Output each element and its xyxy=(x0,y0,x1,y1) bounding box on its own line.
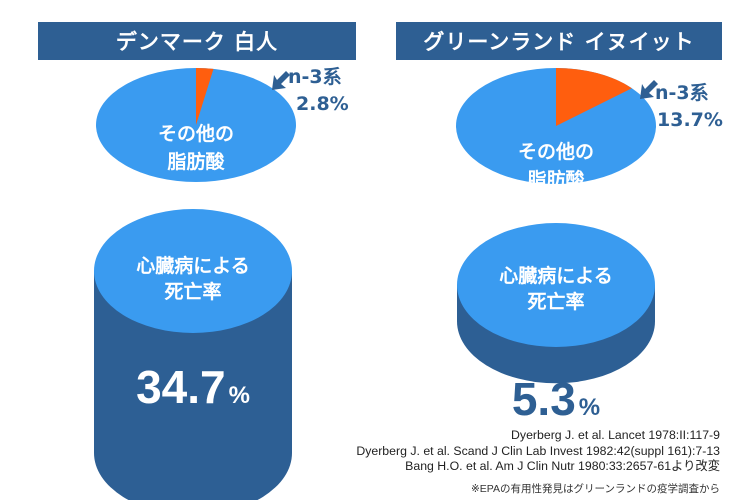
panel-title-greenland: グリーンランド イヌイット xyxy=(396,22,722,60)
slice-label-denmark-name: n-3系 xyxy=(288,66,342,88)
reference-line: Bang H.O. et al. Am J Clin Nutr 1980:33:… xyxy=(405,459,720,473)
references: Dyerberg J. et al. Lancet 1978:II:117-9 … xyxy=(356,428,720,475)
footnote: ※EPAの有用性発見はグリーンランドの疫学調査から xyxy=(470,483,720,495)
cylinder-greenland-top xyxy=(457,223,655,347)
value-denmark-unit: % xyxy=(229,382,250,409)
pie-greenland-n3-slice xyxy=(556,68,632,126)
callout-greenland: n-3系 13.7% xyxy=(640,80,723,131)
pie-denmark-label-line2: 脂肪酸 xyxy=(167,150,225,173)
pie-denmark-label-line1: その他の xyxy=(158,122,234,145)
panel-title-denmark: デンマーク 白人 xyxy=(38,22,356,60)
callout-denmark: n-3系 2.8% xyxy=(272,66,349,115)
pie-greenland: その他の 脂肪酸 xyxy=(456,68,656,191)
pie-denmark-n3-slice xyxy=(196,68,214,125)
cylinder-denmark-body xyxy=(94,271,292,500)
value-greenland: 5.3% xyxy=(512,373,600,425)
cylinder-greenland-label-line2: 死亡率 xyxy=(527,290,584,313)
value-greenland-unit: % xyxy=(579,394,600,421)
callout-arrow-icon xyxy=(640,80,658,99)
slice-label-greenland-value: 13.7% xyxy=(657,109,723,131)
cylinder-denmark-label-line1: 心臓病による xyxy=(136,254,249,277)
pie-greenland-label-line1: その他の xyxy=(518,140,594,163)
slice-label-greenland-name: n-3系 xyxy=(655,82,709,104)
callout-arrow-icon xyxy=(272,71,290,90)
reference-line: Dyerberg J. et al. Lancet 1978:II:117-9 xyxy=(511,428,720,442)
pie-denmark: その他の 脂肪酸 xyxy=(96,68,296,182)
cylinder-denmark: 心臓病による 死亡率 34.7% xyxy=(94,209,292,500)
value-denmark: 34.7% xyxy=(136,361,250,413)
value-denmark-number: 34.7 xyxy=(136,361,226,413)
value-greenland-number: 5.3 xyxy=(512,373,576,425)
slice-label-denmark-value: 2.8% xyxy=(296,93,349,115)
cylinder-greenland: 心臓病による 死亡率 5.3% xyxy=(457,223,655,425)
pie-greenland-label-line2: 脂肪酸 xyxy=(527,168,585,191)
reference-line: Dyerberg J. et al. Scand J Clin Lab Inve… xyxy=(356,443,720,458)
cylinder-greenland-label-line1: 心臓病による xyxy=(499,264,612,287)
cylinder-denmark-label-line2: 死亡率 xyxy=(164,280,221,303)
cylinder-denmark-top xyxy=(94,209,292,333)
